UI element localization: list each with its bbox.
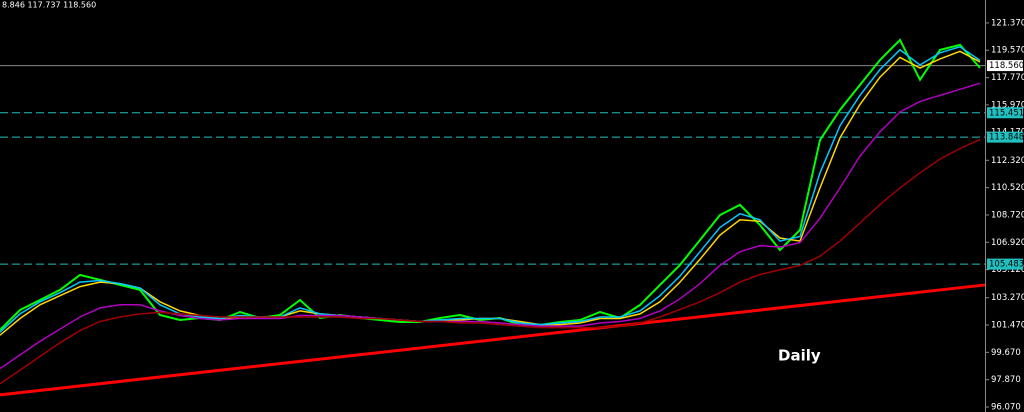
y-tick-label: 119.570 xyxy=(991,46,1024,56)
y-tick-label: 96.070 xyxy=(991,402,1021,412)
header-values: 8.846 117.737 118.560 xyxy=(2,1,96,10)
y-tick-label: 99.670 xyxy=(991,348,1021,358)
y-tick-label: 106.920 xyxy=(991,238,1024,248)
timeframe-label: Daily xyxy=(778,347,821,365)
price-level-tag xyxy=(987,60,1023,72)
y-tick-label: 117.770 xyxy=(991,73,1024,83)
price-level-tag xyxy=(987,131,1023,143)
price-level-tag xyxy=(987,107,1023,119)
price-level-label: 115.451 xyxy=(989,108,1024,118)
y-tick-label: 105.120 xyxy=(991,265,1024,275)
moving-average xyxy=(0,82,981,370)
y-tick-label: 112.320 xyxy=(991,156,1024,166)
y-tick-label: 110.520 xyxy=(991,183,1024,193)
y-tick-label: 108.720 xyxy=(991,210,1024,220)
price-level-label: 113.848 xyxy=(989,133,1024,143)
moving-average xyxy=(0,45,981,333)
y-tick-label: 103.270 xyxy=(991,293,1024,303)
moving-average xyxy=(0,138,981,385)
y-tick-label: 121.370 xyxy=(991,18,1024,28)
price-level-label: 118.560 xyxy=(989,61,1024,71)
y-tick-label: 115.970 xyxy=(991,100,1024,110)
price-level-label: 105.483 xyxy=(989,260,1024,270)
trendline xyxy=(0,283,986,397)
price-level-tag xyxy=(987,258,1023,270)
y-tick-label: 101.470 xyxy=(991,321,1024,331)
y-tick-label: 97.870 xyxy=(991,375,1021,385)
